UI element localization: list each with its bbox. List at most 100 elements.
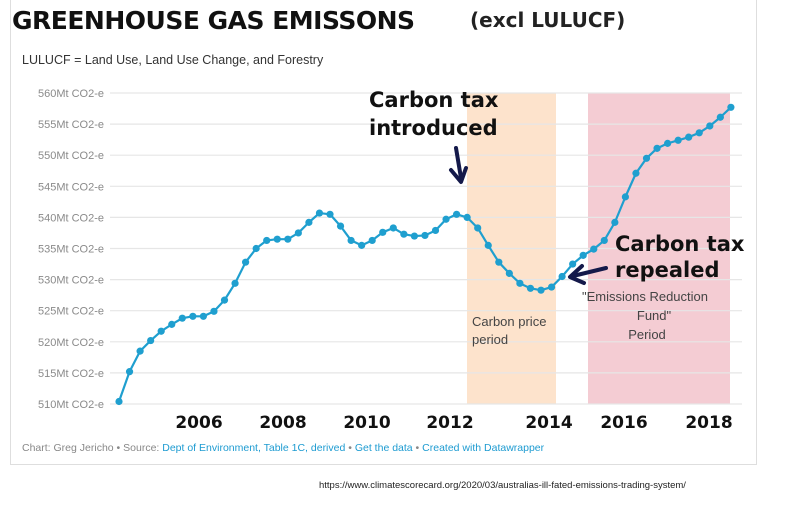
data-point: [220, 296, 229, 304]
y-tick-label: 540Mt CO2-e: [38, 212, 104, 224]
data-point: [136, 347, 144, 355]
data-point: [569, 260, 577, 268]
x-axis-tick-labels: 2006 2008 2010 2012 2014 2016 2018: [175, 413, 732, 433]
data-point: [273, 235, 281, 243]
y-tick-label: 550Mt CO2-e: [38, 150, 104, 162]
band-label-erf: "Emissions Reduction: [582, 289, 708, 304]
data-point: [431, 226, 440, 235]
data-point: [611, 218, 619, 226]
data-point: [305, 218, 313, 226]
y-gridlines: [110, 92, 742, 405]
data-point: [495, 258, 503, 266]
band-label-carbon-price: period: [472, 332, 508, 347]
arrow-down-head-icon: [449, 166, 468, 184]
data-point: [125, 368, 134, 376]
annotation-carbon-tax-introduced: introduced: [369, 116, 498, 140]
data-point: [210, 307, 218, 315]
series-line: [115, 103, 735, 406]
footer-separator: •: [412, 442, 423, 454]
x-tick-label: 2012: [426, 413, 473, 433]
band-labels: Carbon price period "Emissions Reduction Fu…: [472, 289, 708, 347]
data-point: [294, 229, 302, 237]
data-point: [474, 224, 482, 232]
x-tick-label: 2006: [175, 413, 222, 433]
data-point: [115, 397, 123, 406]
y-tick-label: 515Mt CO2-e: [38, 368, 104, 380]
band-label-erf: Period: [628, 327, 666, 342]
data-point: [632, 169, 640, 177]
footer-source-label: Source:: [123, 442, 163, 454]
x-tick-label: 2016: [600, 413, 647, 433]
y-tick-label: 520Mt CO2-e: [38, 337, 104, 349]
data-point: [389, 224, 397, 232]
arrow-left-icon: [571, 266, 608, 278]
chart-footer: Chart: Greg Jericho • Source: Dept of En…: [22, 442, 544, 454]
data-point: [379, 228, 387, 236]
data-point: [242, 258, 250, 266]
arrow-left-head-icon: [568, 264, 586, 285]
y-tick-label: 510Mt CO2-e: [38, 399, 104, 411]
data-point: [590, 245, 598, 253]
data-point: [695, 129, 703, 137]
data-point: [642, 154, 651, 162]
data-point: [547, 283, 556, 291]
arrow-down-icon: [454, 146, 463, 180]
data-point: [526, 284, 535, 292]
data-point: [284, 235, 292, 243]
chart-title-note: (excl LULUCF): [470, 8, 626, 32]
annotation-carbon-tax-repealed: repealed: [615, 258, 720, 282]
y-tick-label: 525Mt CO2-e: [38, 306, 104, 318]
x-tick-label: 2018: [685, 413, 732, 433]
chart-subtitle: LULUCF = Land Use, Land Use Change, and …: [22, 53, 324, 67]
y-tick-label: 530Mt CO2-e: [38, 275, 104, 287]
data-point: [537, 286, 545, 294]
annotation-carbon-tax-introduced: Carbon tax: [369, 88, 499, 112]
y-tick-label: 560Mt CO2-e: [38, 88, 104, 100]
data-point: [579, 251, 587, 259]
data-point: [463, 213, 471, 221]
y-tick-label: 535Mt CO2-e: [38, 244, 104, 256]
data-point: [326, 210, 334, 218]
data-point: [453, 210, 461, 218]
data-point: [664, 139, 672, 147]
data-point: [442, 215, 450, 223]
data-point: [685, 133, 693, 141]
data-point: [516, 279, 524, 287]
data-point: [178, 314, 186, 322]
data-point: [147, 336, 155, 345]
data-point: [168, 320, 176, 328]
data-point: [505, 269, 513, 277]
data-point: [231, 279, 239, 287]
data-point: [400, 230, 408, 238]
footer-credit: Chart: Greg Jericho: [22, 442, 114, 454]
x-tick-label: 2008: [259, 413, 306, 433]
y-tick-label: 545Mt CO2-e: [38, 181, 104, 193]
y-axis-tick-labels: 560Mt CO2-e 555Mt CO2-e 550Mt CO2-e 545Mt C…: [38, 88, 104, 411]
data-point: [558, 272, 566, 281]
data-point: [358, 241, 366, 249]
data-point: [716, 113, 724, 121]
y-tick-label: 555Mt CO2-e: [38, 119, 104, 131]
source-url: https://www.climatescorecard.org/2020/03…: [319, 480, 686, 491]
x-tick-label: 2010: [343, 413, 390, 433]
data-point: [252, 244, 260, 253]
data-point: [421, 231, 429, 240]
footer-separator: •: [113, 442, 124, 454]
data-point: [157, 327, 165, 335]
data-point: [674, 136, 682, 144]
chart-title: GREENHOUSE GAS EMISSONS: [12, 6, 415, 35]
data-point: [484, 241, 492, 249]
data-point: [706, 122, 714, 130]
source-link[interactable]: Dept of Environment, Table 1C, derived: [162, 442, 346, 454]
data-point: [600, 236, 608, 245]
band-label-carbon-price: Carbon price: [472, 314, 546, 329]
data-point: [263, 236, 271, 245]
band-label-erf: Fund": [637, 308, 672, 323]
data-point: [199, 312, 207, 320]
annotation-carbon-tax-repealed: Carbon tax: [615, 232, 745, 256]
get-the-data-link[interactable]: Get the data: [354, 442, 413, 454]
x-tick-label: 2014: [525, 413, 572, 433]
data-point: [347, 236, 355, 245]
datawrapper-link[interactable]: Created with Datawrapper: [422, 442, 545, 454]
